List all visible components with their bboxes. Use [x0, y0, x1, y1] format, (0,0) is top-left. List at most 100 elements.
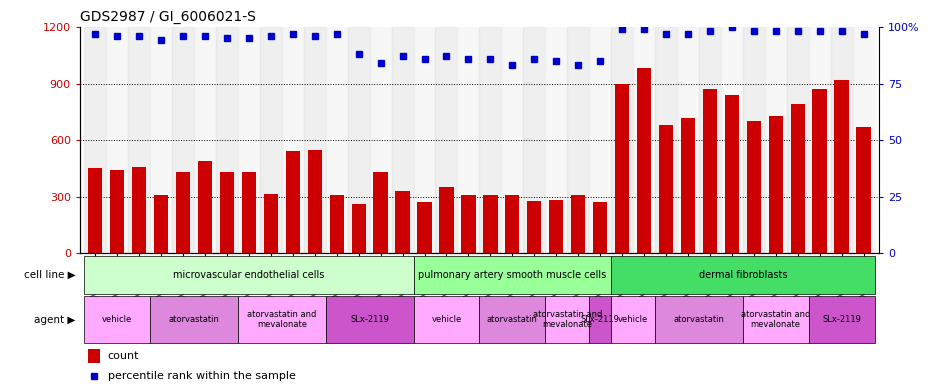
Bar [725, 95, 739, 253]
Bar [330, 195, 344, 253]
Text: atorvastatin and
mevalonate: atorvastatin and mevalonate [533, 310, 602, 329]
Bar [703, 89, 717, 253]
Bar [856, 127, 870, 253]
Text: atorvastatin and
mevalonate: atorvastatin and mevalonate [247, 310, 317, 329]
Text: atorvastatin: atorvastatin [487, 315, 538, 324]
Bar [326, 27, 348, 253]
Bar [417, 202, 431, 253]
Bar [479, 296, 545, 343]
Bar [414, 27, 435, 253]
Bar [611, 27, 633, 253]
Bar [198, 161, 212, 253]
Bar [659, 125, 673, 253]
Bar [106, 27, 128, 253]
Bar [571, 195, 586, 253]
Bar [787, 27, 808, 253]
Bar [479, 27, 501, 253]
Bar [812, 89, 827, 253]
Bar [172, 27, 194, 253]
Bar [681, 118, 695, 253]
Text: SLx-2119: SLx-2119 [581, 315, 619, 324]
Bar [527, 200, 541, 253]
Bar [352, 204, 366, 253]
Bar [743, 296, 808, 343]
Bar [150, 27, 172, 253]
Bar [242, 172, 256, 253]
Bar [85, 256, 414, 293]
Text: SLx-2119: SLx-2119 [351, 315, 389, 324]
Bar [655, 27, 677, 253]
Bar [835, 80, 849, 253]
Bar [699, 27, 721, 253]
Bar [369, 27, 392, 253]
Text: pulmonary artery smooth muscle cells: pulmonary artery smooth muscle cells [418, 270, 606, 280]
Bar [282, 27, 304, 253]
Bar [746, 121, 760, 253]
Bar [567, 27, 589, 253]
Bar [791, 104, 805, 253]
Text: atorvastatin: atorvastatin [168, 315, 219, 324]
Bar [88, 349, 100, 363]
Bar [831, 27, 853, 253]
Bar [85, 296, 150, 343]
Bar [238, 27, 259, 253]
Bar [545, 296, 589, 343]
Bar [216, 27, 238, 253]
Text: vehicle: vehicle [431, 315, 462, 324]
Bar [238, 296, 326, 343]
Bar [348, 27, 369, 253]
Bar [765, 27, 787, 253]
Text: percentile rank within the sample: percentile rank within the sample [108, 371, 296, 381]
Bar [549, 200, 563, 253]
Bar [326, 296, 414, 343]
Bar [307, 150, 321, 253]
Bar [637, 68, 651, 253]
Bar [611, 256, 874, 293]
Bar [589, 296, 611, 343]
Bar [808, 296, 874, 343]
Bar [373, 172, 388, 253]
Bar [194, 27, 216, 253]
Bar [85, 27, 106, 253]
Bar [743, 27, 765, 253]
Bar [128, 27, 150, 253]
Bar [439, 187, 454, 253]
Bar [677, 27, 699, 253]
Bar [154, 195, 168, 253]
Bar [150, 296, 238, 343]
Bar [721, 27, 743, 253]
Bar [286, 152, 300, 253]
Bar [176, 172, 190, 253]
Bar [88, 169, 102, 253]
Bar [524, 27, 545, 253]
Text: GDS2987 / GI_6006021-S: GDS2987 / GI_6006021-S [80, 10, 256, 25]
Bar [414, 296, 479, 343]
Text: count: count [108, 351, 139, 361]
Bar [483, 195, 497, 253]
Bar [808, 27, 831, 253]
Bar [853, 27, 874, 253]
Text: microvascular endothelial cells: microvascular endothelial cells [173, 270, 324, 280]
Text: agent ▶: agent ▶ [34, 314, 75, 325]
Bar [259, 27, 282, 253]
Text: atorvastatin and
mevalonate: atorvastatin and mevalonate [741, 310, 810, 329]
Bar [458, 27, 479, 253]
Bar [769, 116, 783, 253]
Bar [655, 296, 743, 343]
Bar [304, 27, 326, 253]
Text: atorvastatin: atorvastatin [673, 315, 725, 324]
Bar [505, 195, 520, 253]
Bar [501, 27, 524, 253]
Bar [110, 170, 124, 253]
Bar [611, 296, 655, 343]
Bar [462, 195, 476, 253]
Bar [414, 256, 611, 293]
Text: dermal fibroblasts: dermal fibroblasts [698, 270, 787, 280]
Text: SLx-2119: SLx-2119 [822, 315, 861, 324]
Bar [435, 27, 458, 253]
Bar [589, 27, 611, 253]
Bar [264, 194, 278, 253]
Text: cell line ▶: cell line ▶ [24, 270, 75, 280]
Bar [392, 27, 414, 253]
Bar [396, 191, 410, 253]
